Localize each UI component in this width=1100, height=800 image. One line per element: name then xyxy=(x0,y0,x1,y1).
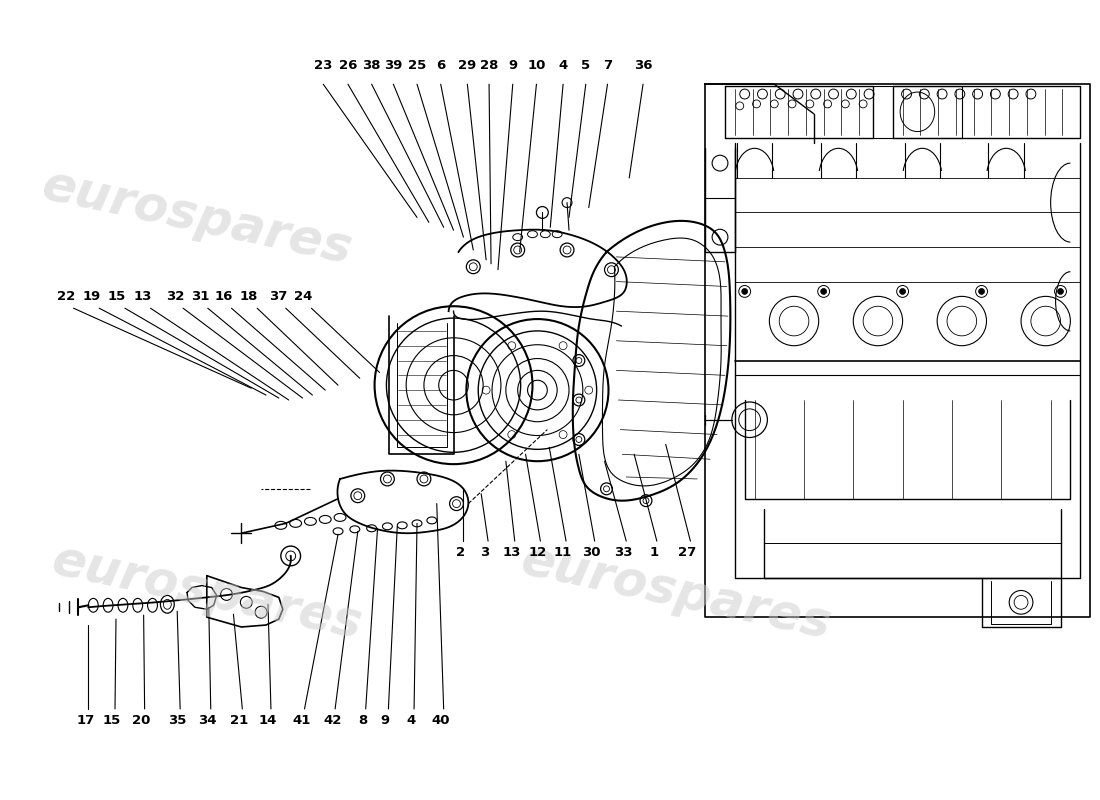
Text: 21: 21 xyxy=(230,714,249,727)
Text: 39: 39 xyxy=(384,59,403,72)
Text: 42: 42 xyxy=(323,714,341,727)
Text: 6: 6 xyxy=(436,59,446,72)
Text: 34: 34 xyxy=(198,714,217,727)
Text: 22: 22 xyxy=(56,290,75,303)
Text: 9: 9 xyxy=(508,59,517,72)
Text: 10: 10 xyxy=(527,59,546,72)
Text: 29: 29 xyxy=(459,59,476,72)
Text: 36: 36 xyxy=(634,59,652,72)
Text: 9: 9 xyxy=(381,714,390,727)
Text: 12: 12 xyxy=(528,546,547,559)
Text: 4: 4 xyxy=(559,59,568,72)
Text: 27: 27 xyxy=(679,546,696,559)
Text: 17: 17 xyxy=(76,714,95,727)
Text: 26: 26 xyxy=(339,59,358,72)
Text: 14: 14 xyxy=(258,714,277,727)
Text: 11: 11 xyxy=(554,546,572,559)
Text: 1: 1 xyxy=(649,546,659,559)
Text: eurospares: eurospares xyxy=(47,536,366,649)
Text: 7: 7 xyxy=(603,59,612,72)
Text: 33: 33 xyxy=(614,546,632,559)
Text: 28: 28 xyxy=(480,59,498,72)
Text: 13: 13 xyxy=(133,290,152,303)
Text: 30: 30 xyxy=(583,546,601,559)
Text: 25: 25 xyxy=(408,59,426,72)
Text: 16: 16 xyxy=(214,290,233,303)
Text: 2: 2 xyxy=(455,546,465,559)
Text: 37: 37 xyxy=(268,290,287,303)
Text: 20: 20 xyxy=(132,714,151,727)
Text: 24: 24 xyxy=(295,290,312,303)
Text: 8: 8 xyxy=(359,714,367,727)
Text: 41: 41 xyxy=(293,714,310,727)
Text: 15: 15 xyxy=(108,290,126,303)
Text: 19: 19 xyxy=(82,290,100,303)
Text: 3: 3 xyxy=(481,546,490,559)
Circle shape xyxy=(979,289,984,294)
Circle shape xyxy=(821,289,826,294)
Circle shape xyxy=(1057,289,1064,294)
Text: 4: 4 xyxy=(407,714,416,727)
Text: 31: 31 xyxy=(190,290,209,303)
Text: 13: 13 xyxy=(503,546,521,559)
Text: 5: 5 xyxy=(581,59,591,72)
Text: 38: 38 xyxy=(362,59,381,72)
Text: 18: 18 xyxy=(240,290,258,303)
Text: eurospares: eurospares xyxy=(37,161,356,274)
Text: 15: 15 xyxy=(103,714,121,727)
Text: 32: 32 xyxy=(166,290,185,303)
Circle shape xyxy=(741,289,748,294)
Text: 23: 23 xyxy=(315,59,332,72)
Text: 35: 35 xyxy=(168,714,186,727)
Text: eurospares: eurospares xyxy=(516,536,835,649)
Text: 40: 40 xyxy=(431,714,450,727)
Circle shape xyxy=(900,289,905,294)
